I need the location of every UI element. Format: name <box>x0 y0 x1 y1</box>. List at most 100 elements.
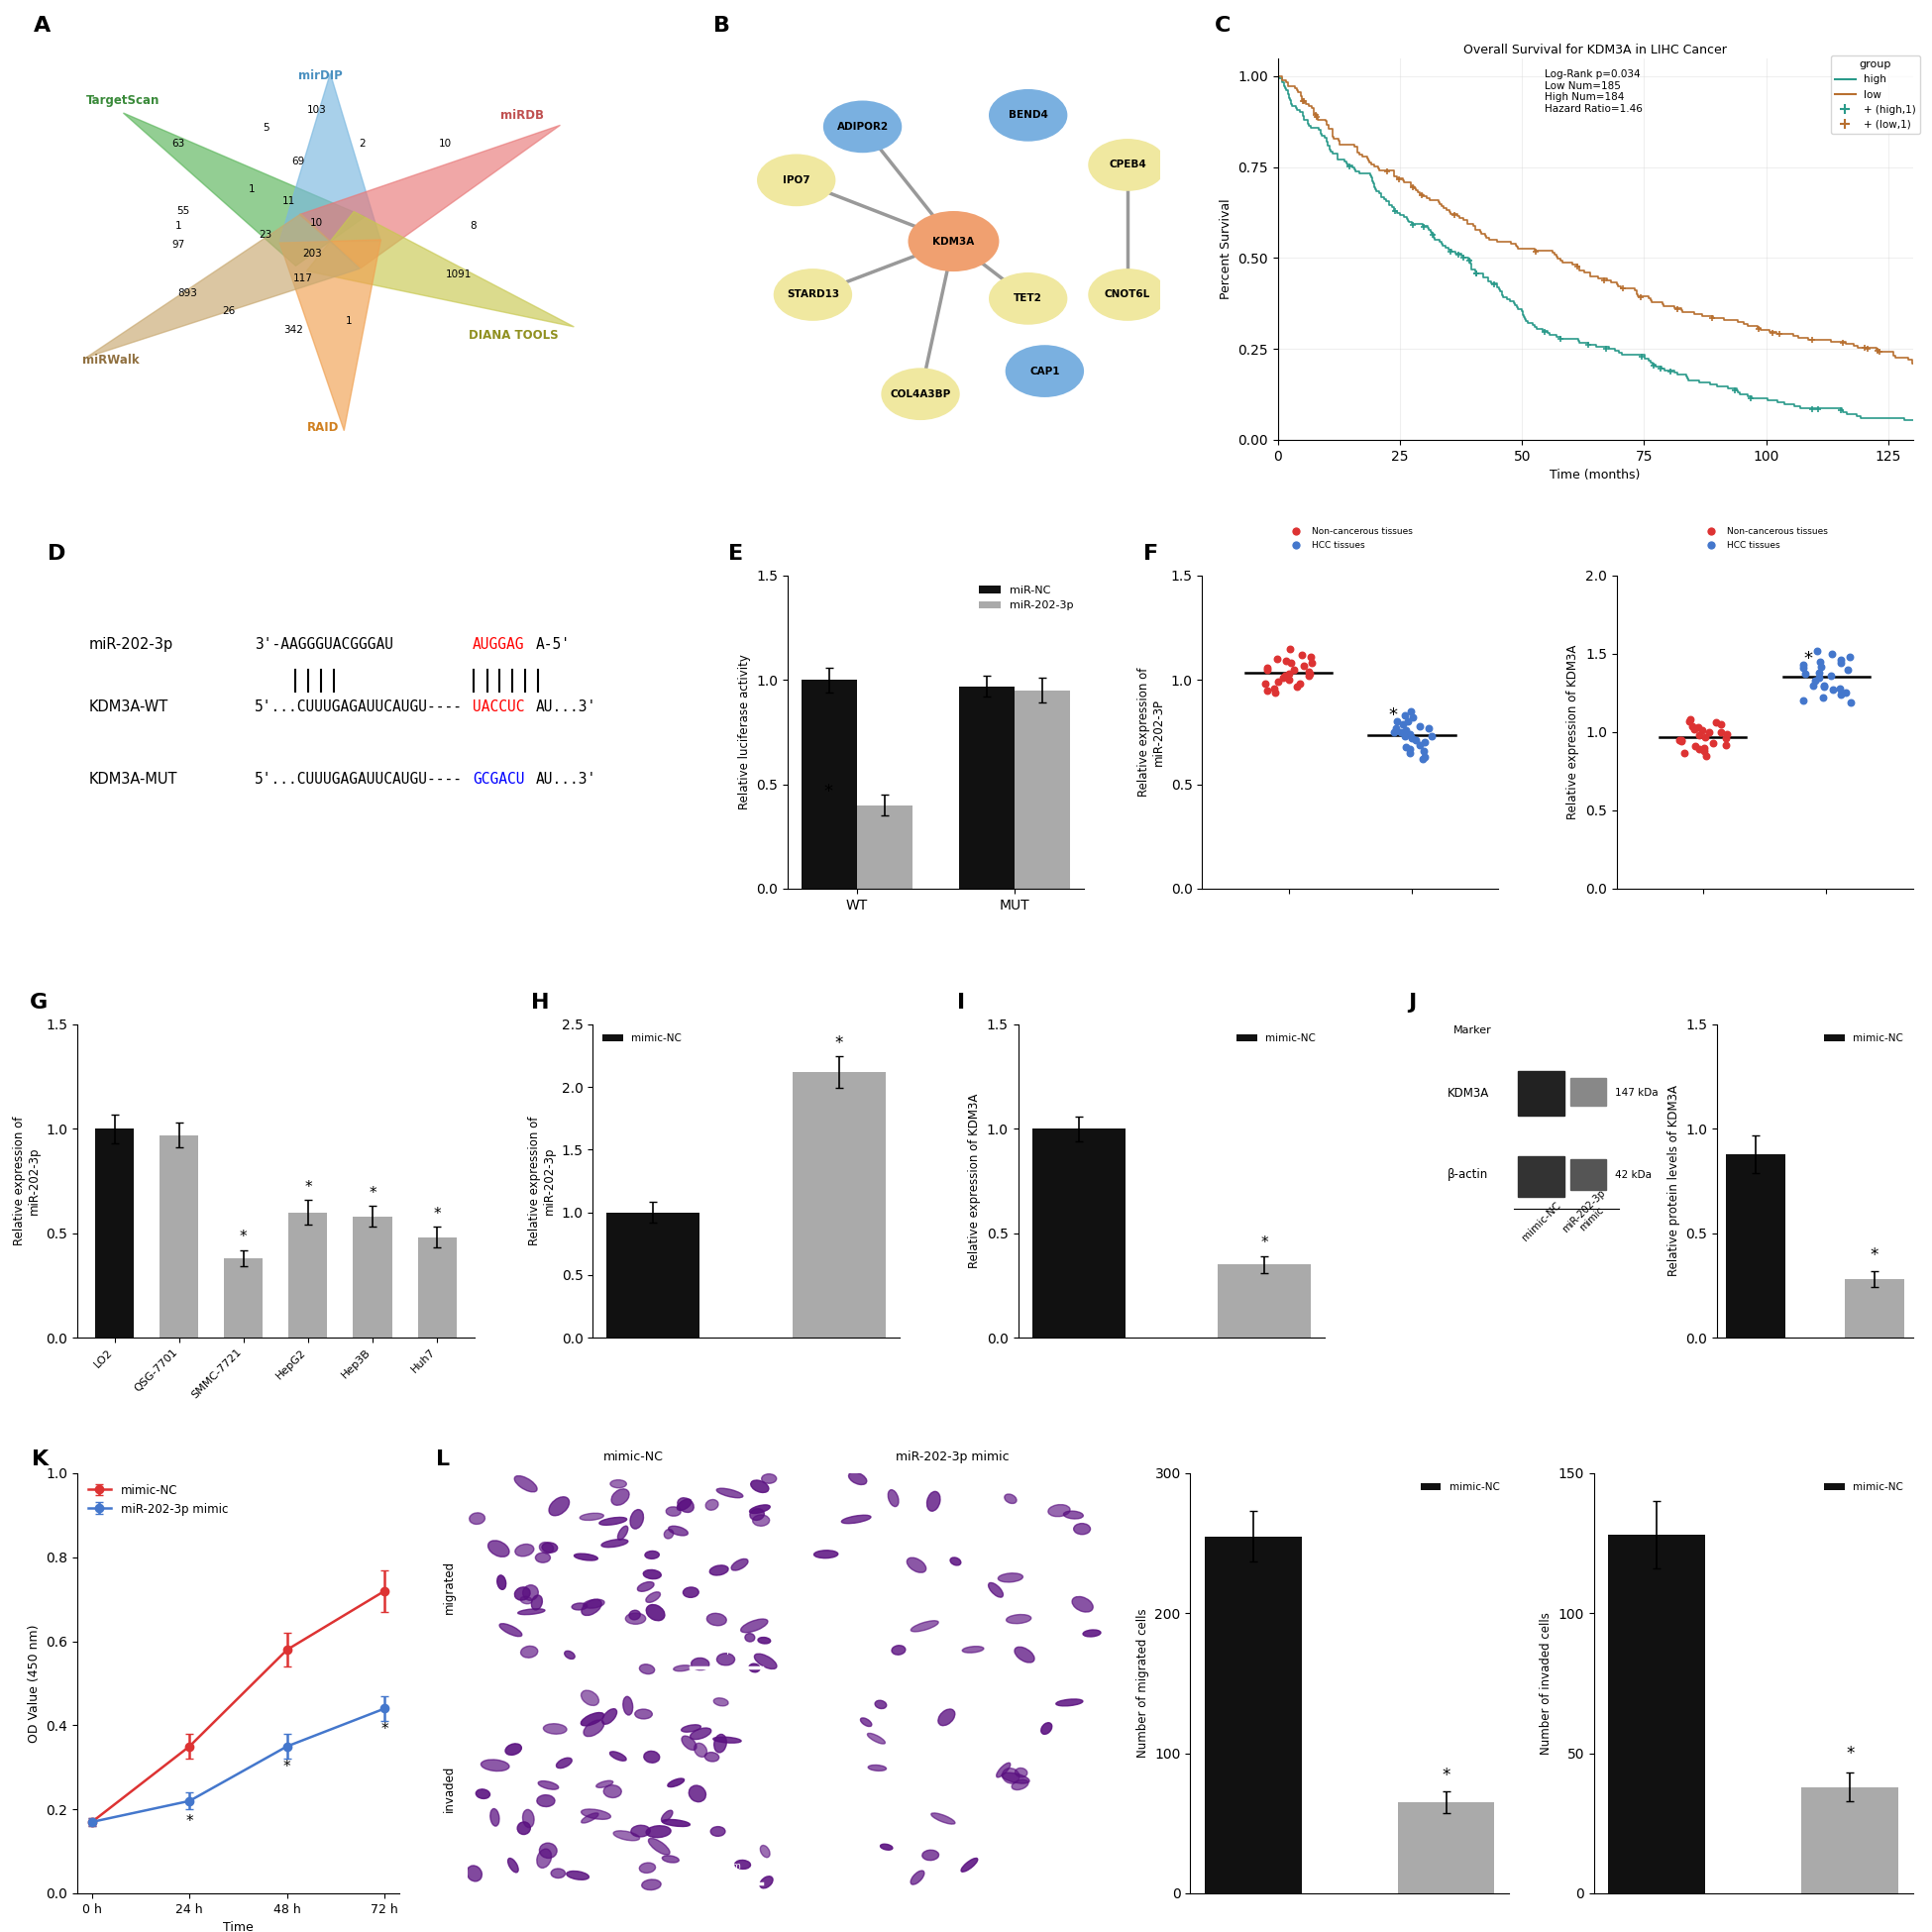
Text: COL4A3BP: COL4A3BP <box>891 388 951 400</box>
Point <box>1690 740 1721 771</box>
Bar <box>1519 1155 1565 1196</box>
Ellipse shape <box>601 1540 628 1548</box>
Text: 893: 893 <box>178 288 197 298</box>
Ellipse shape <box>668 1526 688 1536</box>
Point <box>1294 641 1325 672</box>
Ellipse shape <box>645 1551 659 1559</box>
Ellipse shape <box>668 1779 684 1787</box>
Ellipse shape <box>939 1710 954 1725</box>
Ellipse shape <box>582 1808 611 1820</box>
Text: KDM3A-WT: KDM3A-WT <box>89 699 168 715</box>
Point <box>1250 668 1281 699</box>
Point <box>1689 732 1719 763</box>
Text: A-5': A-5' <box>537 638 570 651</box>
Ellipse shape <box>922 1851 939 1861</box>
Point <box>1694 717 1725 748</box>
Ellipse shape <box>618 1526 628 1540</box>
Ellipse shape <box>682 1725 701 1733</box>
Point <box>1289 649 1320 680</box>
Text: CNOT6L: CNOT6L <box>1105 290 1150 299</box>
Ellipse shape <box>711 1826 724 1835</box>
Ellipse shape <box>643 1750 659 1762</box>
Point <box>1416 721 1447 752</box>
Polygon shape <box>280 73 381 241</box>
Point <box>1279 655 1310 686</box>
Ellipse shape <box>583 1719 605 1737</box>
Ellipse shape <box>531 1596 543 1609</box>
Ellipse shape <box>475 1789 491 1799</box>
Ellipse shape <box>881 367 960 419</box>
Text: RAID: RAID <box>307 421 340 433</box>
Ellipse shape <box>566 1870 589 1880</box>
Point <box>1675 703 1706 734</box>
Ellipse shape <box>537 1795 554 1806</box>
Ellipse shape <box>535 1553 551 1563</box>
Ellipse shape <box>626 1613 645 1625</box>
Point <box>1405 728 1435 759</box>
Ellipse shape <box>750 1663 759 1673</box>
Point <box>1262 643 1293 674</box>
Ellipse shape <box>931 1812 954 1824</box>
Text: KDM3A: KDM3A <box>1447 1088 1490 1099</box>
Point <box>1677 711 1708 742</box>
Point <box>1808 682 1839 713</box>
Point <box>1833 655 1864 686</box>
Point <box>1385 717 1416 748</box>
Text: 117: 117 <box>294 272 313 282</box>
Ellipse shape <box>1084 1631 1101 1636</box>
Point <box>1826 680 1857 711</box>
Text: migrated: migrated <box>442 1559 456 1613</box>
Text: 63: 63 <box>172 139 185 149</box>
Ellipse shape <box>468 1866 481 1882</box>
Point <box>1389 715 1420 746</box>
Text: *: * <box>1803 651 1812 668</box>
Ellipse shape <box>1049 1505 1070 1517</box>
Ellipse shape <box>761 1845 771 1857</box>
Ellipse shape <box>694 1743 707 1756</box>
Text: GCGACU: GCGACU <box>473 771 526 786</box>
Text: *: * <box>1262 1236 1267 1250</box>
Ellipse shape <box>582 1690 599 1706</box>
Text: mimic-NC: mimic-NC <box>1520 1200 1563 1242</box>
Ellipse shape <box>469 1513 485 1524</box>
Y-axis label: Percent Survival: Percent Survival <box>1219 199 1233 299</box>
Ellipse shape <box>612 1832 639 1841</box>
Text: DIANA TOOLS: DIANA TOOLS <box>468 328 558 342</box>
Legend: mimic-NC: mimic-NC <box>1416 1478 1503 1497</box>
Ellipse shape <box>520 1596 531 1604</box>
X-axis label: Time: Time <box>222 1922 253 1932</box>
Point <box>1787 686 1818 717</box>
Ellipse shape <box>962 1646 983 1652</box>
Ellipse shape <box>908 211 999 272</box>
Text: UACCUC: UACCUC <box>473 699 526 715</box>
Point <box>1669 736 1700 767</box>
Point <box>1685 734 1716 765</box>
Ellipse shape <box>630 1609 639 1619</box>
Ellipse shape <box>713 1698 728 1706</box>
Point <box>1679 713 1710 744</box>
Text: I: I <box>956 993 964 1012</box>
Point <box>1698 728 1729 759</box>
Text: J: J <box>1408 993 1416 1012</box>
Ellipse shape <box>1074 1524 1090 1534</box>
Text: 23: 23 <box>259 230 272 240</box>
Ellipse shape <box>639 1663 655 1673</box>
Text: A: A <box>33 15 50 35</box>
Ellipse shape <box>813 1549 838 1557</box>
Point <box>1824 672 1855 703</box>
Ellipse shape <box>1003 1768 1020 1783</box>
Text: 5'...CUUUGAGAUUCAUGU----: 5'...CUUUGAGAUUCAUGU---- <box>255 771 464 786</box>
Bar <box>1014 690 1070 889</box>
Point <box>1283 670 1314 701</box>
Ellipse shape <box>889 1490 898 1507</box>
Y-axis label: Relative luciferase activity: Relative luciferase activity <box>738 655 752 810</box>
Point <box>1273 659 1304 690</box>
Ellipse shape <box>1001 1774 1030 1783</box>
Ellipse shape <box>603 1785 622 1797</box>
Ellipse shape <box>524 1810 533 1828</box>
Point <box>1264 667 1294 697</box>
Y-axis label: Relative expression of KDM3A: Relative expression of KDM3A <box>1567 645 1580 819</box>
Ellipse shape <box>752 1480 769 1493</box>
Text: 26: 26 <box>222 307 236 317</box>
Point <box>1408 736 1439 767</box>
